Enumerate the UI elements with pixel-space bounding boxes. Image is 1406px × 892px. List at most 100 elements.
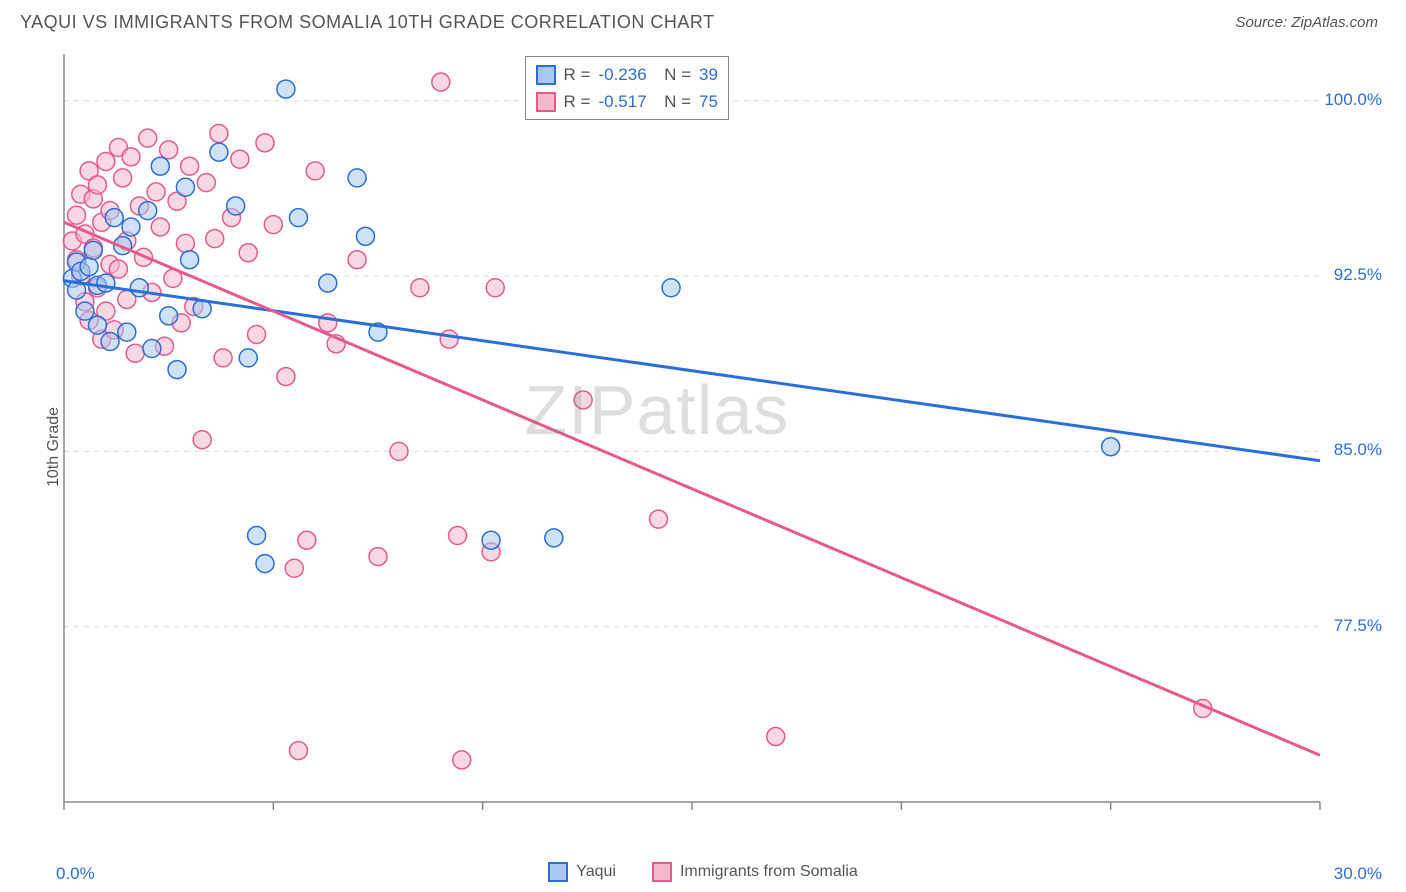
data-point [126,344,144,362]
data-point [105,209,123,227]
data-point [239,244,257,262]
data-point [176,178,194,196]
data-point [101,333,119,351]
data-point [767,728,785,746]
legend-swatch [548,862,568,882]
legend-stat-row: R = -0.236 N = 39 [536,61,718,88]
data-point [248,527,266,545]
data-point [176,234,194,252]
data-point [160,307,178,325]
data-point [453,751,471,769]
data-point [97,274,115,292]
series-legend: Yaqui Immigrants from Somalia [0,862,1406,882]
legend-item: Yaqui [548,862,616,882]
data-point [122,148,140,166]
data-point [84,241,102,259]
data-point [97,153,115,171]
scatter-plot-svg [60,50,1390,820]
data-point [411,279,429,297]
data-point [76,302,94,320]
chart-source: Source: ZipAtlas.com [1235,14,1378,31]
data-point [277,80,295,98]
data-point [181,251,199,269]
data-point [88,176,106,194]
data-point [440,330,458,348]
data-point [348,169,366,187]
data-point [68,206,86,224]
data-point [193,431,211,449]
data-point [390,442,408,460]
y-tick-label: 85.0% [1334,440,1382,460]
legend-item: Immigrants from Somalia [652,862,858,882]
chart-container: 10th Grade ZIPatlas R = -0.236 N = 39R =… [44,50,1386,844]
data-point [239,349,257,367]
data-point [285,559,303,577]
data-point [181,157,199,175]
data-point [356,227,374,245]
data-point [486,279,504,297]
n-label: N = [655,88,691,115]
data-point [248,326,266,344]
data-point [256,134,274,152]
trend-line [64,222,1320,755]
trend-line [64,281,1320,461]
data-point [114,169,132,187]
data-point [369,548,387,566]
r-label: R = [564,88,591,115]
data-point [122,218,140,236]
data-point [214,349,232,367]
data-point [139,129,157,147]
data-point [210,124,228,142]
data-point [298,531,316,549]
data-point [449,527,467,545]
data-point [432,73,450,91]
r-value: -0.236 [598,61,646,88]
data-point [662,279,680,297]
data-point [168,361,186,379]
data-point [143,340,161,358]
plot-area: ZIPatlas R = -0.236 N = 39R = -0.517 N =… [60,50,1386,844]
data-point [650,510,668,528]
y-tick-label: 92.5% [1334,265,1382,285]
data-point [151,218,169,236]
data-point [210,143,228,161]
data-point [227,197,245,215]
chart-title: YAQUI VS IMMIGRANTS FROM SOMALIA 10TH GR… [20,12,715,33]
data-point [1102,438,1120,456]
data-point [306,162,324,180]
legend-label: Immigrants from Somalia [680,863,858,881]
chart-header: YAQUI VS IMMIGRANTS FROM SOMALIA 10TH GR… [0,0,1406,39]
data-point [80,258,98,276]
data-point [139,202,157,220]
r-value: -0.517 [598,88,646,115]
legend-swatch [536,92,556,112]
data-point [277,368,295,386]
data-point [118,323,136,341]
legend-label: Yaqui [576,863,616,881]
data-point [147,183,165,201]
n-value: 39 [699,61,718,88]
r-label: R = [564,61,591,88]
data-point [482,531,500,549]
n-label: N = [655,61,691,88]
data-point [197,174,215,192]
y-tick-label: 77.5% [1334,616,1382,636]
data-point [264,216,282,234]
data-point [206,230,224,248]
data-point [289,209,307,227]
data-point [256,555,274,573]
data-point [231,150,249,168]
y-tick-label: 100.0% [1324,90,1382,110]
data-point [574,391,592,409]
data-point [545,529,563,547]
legend-swatch [652,862,672,882]
correlation-legend: R = -0.236 N = 39R = -0.517 N = 75 [525,56,729,120]
data-point [348,251,366,269]
data-point [160,141,178,159]
n-value: 75 [699,88,718,115]
data-point [88,316,106,334]
data-point [289,742,307,760]
data-point [151,157,169,175]
legend-swatch [536,65,556,85]
data-point [319,274,337,292]
